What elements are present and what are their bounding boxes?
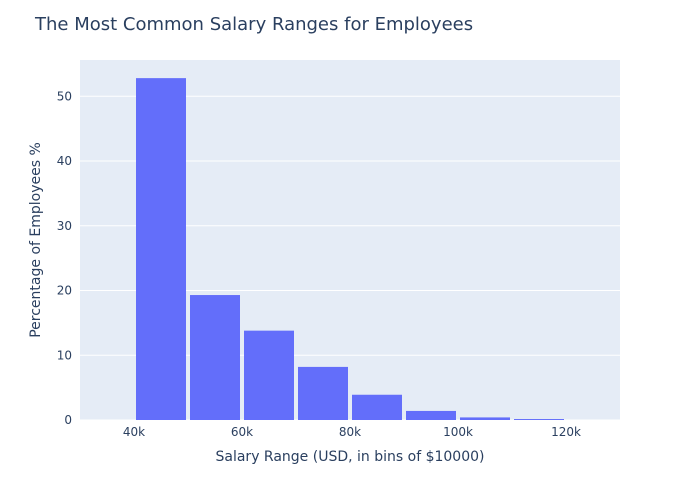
- bars: [136, 78, 564, 421]
- histogram-bar: [406, 410, 456, 420]
- histogram-bar: [352, 394, 402, 420]
- histogram-bar: [514, 419, 564, 420]
- x-tick-label: 80k: [339, 425, 361, 439]
- y-axis-ticks: 0 10 20 30 40 50: [57, 89, 72, 427]
- y-tick-label: 40: [57, 154, 72, 168]
- y-axis-title: Percentage of Employees %: [28, 142, 44, 338]
- y-tick-label: 30: [57, 219, 72, 233]
- x-axis-ticks: 40k 60k 80k 100k 120k: [123, 425, 581, 439]
- x-axis-title: Salary Range (USD, in bins of $10000): [216, 449, 485, 465]
- histogram-bar: [244, 330, 294, 420]
- y-tick-label: 10: [57, 348, 72, 362]
- x-tick-label: 100k: [443, 425, 473, 439]
- y-tick-label: 50: [57, 89, 72, 103]
- histogram-bar: [460, 417, 510, 420]
- chart-title: The Most Common Salary Ranges for Employ…: [34, 14, 473, 35]
- x-tick-label: 40k: [123, 425, 145, 439]
- histogram-bar: [190, 295, 240, 420]
- y-tick-label: 0: [64, 413, 72, 427]
- x-tick-label: 60k: [231, 425, 253, 439]
- x-tick-label: 120k: [551, 425, 581, 439]
- y-tick-label: 20: [57, 284, 72, 298]
- histogram-bar: [136, 78, 186, 421]
- histogram-bar: [298, 366, 348, 420]
